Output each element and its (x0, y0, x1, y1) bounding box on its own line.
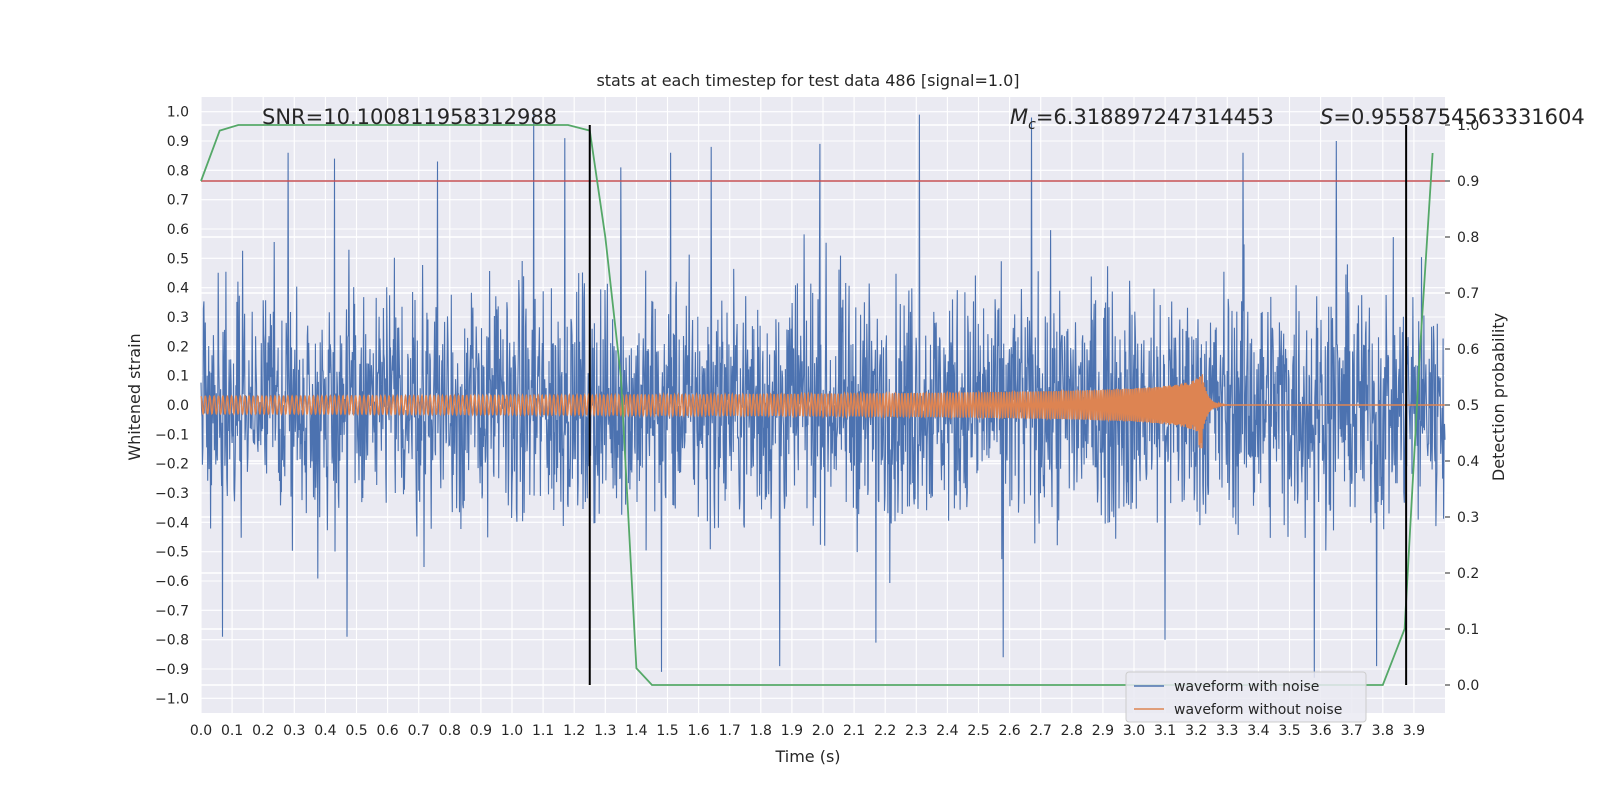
legend-box (1125, 671, 1367, 723)
y-tick-label: 0.7 (167, 193, 189, 209)
y2-tick-label: 0.9 (1457, 174, 1479, 190)
x-tick-label: 3.5 (1278, 723, 1300, 739)
x-tick-label: 3.3 (1216, 723, 1238, 739)
y-tick-label: 0.9 (167, 134, 189, 150)
y-tick-label: 1.0 (167, 105, 189, 121)
y-tick-label: 0.3 (167, 310, 189, 326)
x-tick-label: 1.0 (501, 723, 523, 739)
x-tick-label: 1.4 (625, 723, 647, 739)
y2-axis-label: Detection probability (1489, 313, 1508, 481)
chart-title: stats at each timestep for test data 486… (596, 71, 1019, 90)
x-tick-label: 0.1 (221, 723, 243, 739)
x-tick-label: 0.7 (408, 723, 430, 739)
y2-tick-label: 0.5 (1457, 398, 1479, 414)
y-tick-label: −0.8 (155, 633, 189, 649)
x-tick-label: 1.8 (750, 723, 772, 739)
markers-layer (588, 125, 1408, 685)
x-tick-label: 1.2 (563, 723, 585, 739)
chirp-mass-annotation: Mc=6.318897247314453 (1010, 105, 1274, 133)
x-tick-label: 0.8 (439, 723, 461, 739)
y2-tick-label: 0.1 (1457, 622, 1479, 638)
x-tick-label: 1.1 (532, 723, 554, 739)
x-tick-label: 3.6 (1309, 723, 1331, 739)
y-tick-label: −0.1 (155, 427, 189, 443)
y-tick-label: −1.0 (155, 691, 189, 707)
x-tick-label: 1.5 (656, 723, 678, 739)
x-tick-label: 2.9 (1092, 723, 1114, 739)
y-tick-label: 0.1 (167, 369, 189, 385)
x-tick-label: 0.0 (190, 723, 212, 739)
x-tick-label: 3.2 (1185, 723, 1207, 739)
x-tick-label: 0.5 (345, 723, 367, 739)
y-tick-label: −0.5 (155, 545, 189, 561)
y2-tick-label: 0.2 (1457, 566, 1479, 582)
x-tick-label: 1.9 (781, 723, 803, 739)
y-tick-label: 0.2 (167, 339, 189, 355)
y2-axis-ticks: 1.0 0.9 0.8 0.7 0.6 0.5 0.4 0.3 0.2 0.1 0.0 (1445, 118, 1479, 694)
y-tick-label: 0.0 (167, 398, 189, 414)
y2-tick-label: 0.7 (1457, 286, 1479, 302)
x-tick-label: 3.8 (1372, 723, 1394, 739)
x-tick-label: 0.4 (314, 723, 336, 739)
y2-tick-label: 0.6 (1457, 342, 1479, 358)
snr-annotation: SNR=10.100811958312988 (262, 105, 557, 129)
x-tick-label: 2.3 (905, 723, 927, 739)
x-axis-label: Time (s) (774, 747, 840, 766)
y-tick-label: −0.4 (155, 515, 189, 531)
x-tick-label: 3.0 (1123, 723, 1145, 739)
y-tick-label: −0.7 (155, 603, 189, 619)
x-tick-label: 3.4 (1247, 723, 1269, 739)
y-tick-label: 0.4 (167, 281, 189, 297)
y-tick-label: 0.8 (167, 163, 189, 179)
x-tick-label: 2.5 (967, 723, 989, 739)
x-tick-label: 0.9 (470, 723, 492, 739)
x-tick-label: 2.4 (936, 723, 958, 739)
x-tick-label: 2.1 (843, 723, 865, 739)
x-tick-label: 2.7 (1030, 723, 1052, 739)
x-tick-label: 2.0 (812, 723, 834, 739)
x-tick-label: 3.7 (1341, 723, 1363, 739)
y2-tick-label: 0.0 (1457, 678, 1479, 694)
y-axis-label: Whitened strain (125, 333, 144, 460)
y-tick-label: 0.6 (167, 222, 189, 238)
x-tick-label: 0.3 (283, 723, 305, 739)
y2-tick-label: 0.8 (1457, 230, 1479, 246)
score-annotation: S=0.9558754563331604 (1320, 105, 1585, 129)
legend-label-noise: waveform with noise (1174, 679, 1319, 695)
x-tick-label: 3.9 (1403, 723, 1425, 739)
legend-label-clean: waveform without noise (1174, 702, 1342, 718)
x-tick-label: 2.2 (874, 723, 896, 739)
x-tick-label: 2.6 (998, 723, 1020, 739)
y2-tick-label: 1.0 (1457, 118, 1479, 134)
y2-tick-label: 0.4 (1457, 454, 1479, 470)
x-tick-label: 1.3 (594, 723, 616, 739)
y-tick-label: −0.3 (155, 486, 189, 502)
legend: waveform with noise waveform without noi… (1125, 671, 1367, 723)
y-axis-ticks: 1.0 0.9 0.8 0.7 0.6 0.5 0.4 0.3 0.2 0.1 0.0 −0.1 −0.… (155, 105, 189, 708)
y-tick-label: 0.5 (167, 251, 189, 267)
x-tick-label: 3.1 (1154, 723, 1176, 739)
y-tick-label: −0.9 (155, 662, 189, 678)
series-waveform-with-noise (200, 111, 1446, 678)
series-waveform-without-noise (200, 374, 1445, 449)
y2-tick-label: 0.3 (1457, 510, 1479, 526)
x-tick-label: 0.2 (252, 723, 274, 739)
x-tick-label: 1.6 (687, 723, 709, 739)
x-axis-ticks: 0.0 0.1 0.2 0.3 0.4 0.5 0.6 0.7 0.8 0.9 1.0 1.1 1.2 1… (190, 723, 1425, 739)
x-tick-label: 2.8 (1061, 723, 1083, 739)
x-tick-label: 0.6 (376, 723, 398, 739)
x-tick-label: 1.7 (719, 723, 741, 739)
y-tick-label: −0.6 (155, 574, 189, 590)
y-tick-label: −0.2 (155, 457, 189, 473)
